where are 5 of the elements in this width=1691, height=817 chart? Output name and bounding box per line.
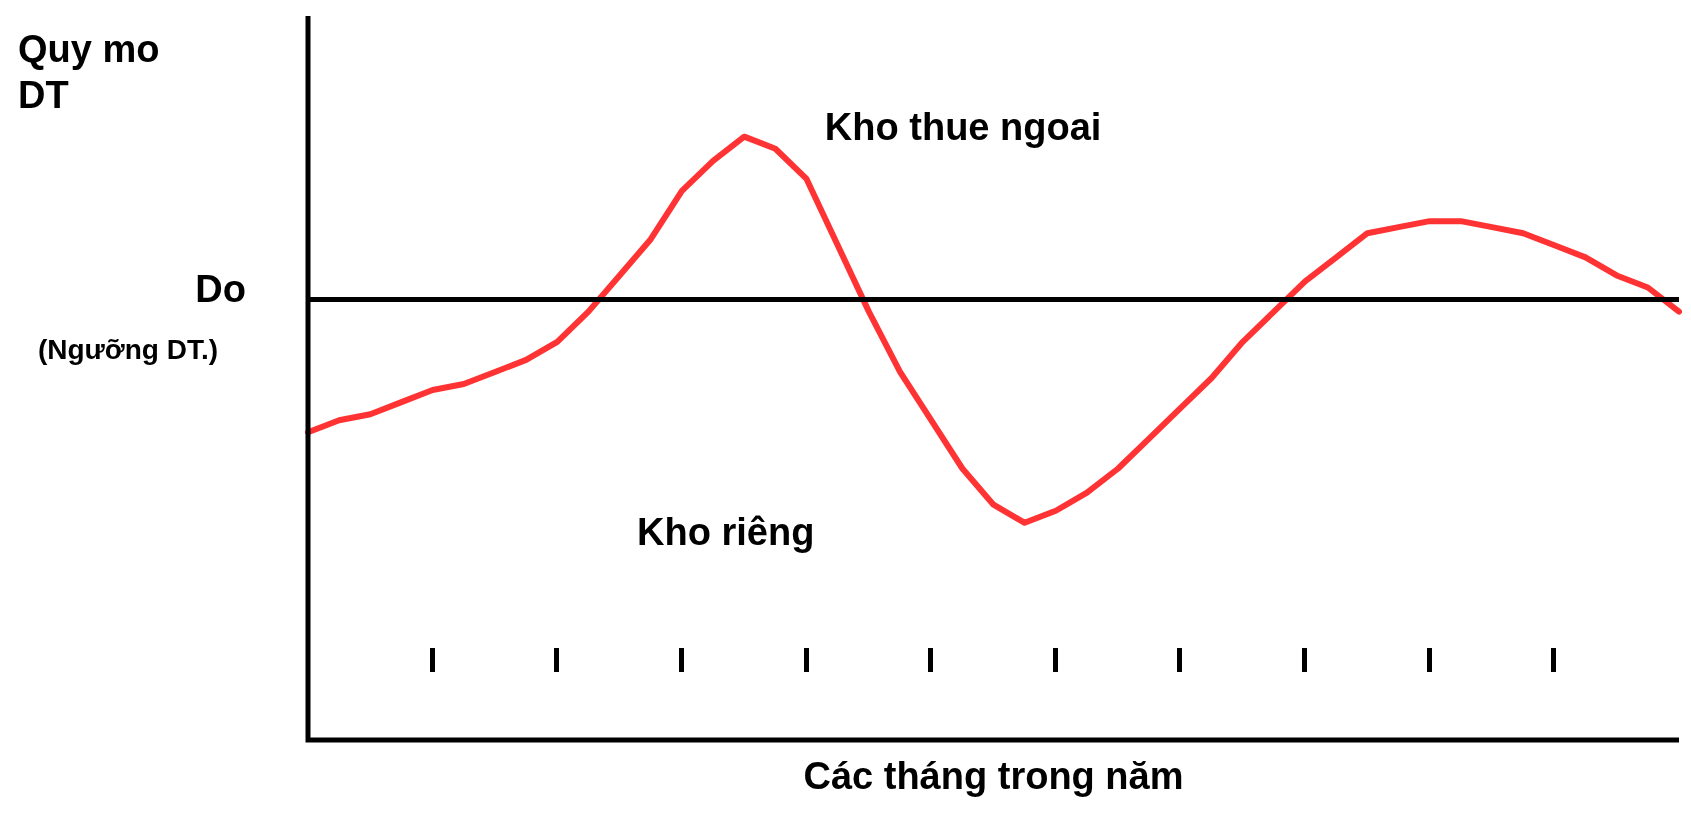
x-axis-title: Các tháng trong năm [803, 755, 1184, 798]
y-axis-title: Quy mo DT [18, 28, 160, 117]
annotation: Kho riêng [637, 511, 815, 554]
annotation: Kho thue ngoai [824, 105, 1102, 148]
ref-line-label: Do (Ngưỡng DT.) [37, 268, 246, 366]
